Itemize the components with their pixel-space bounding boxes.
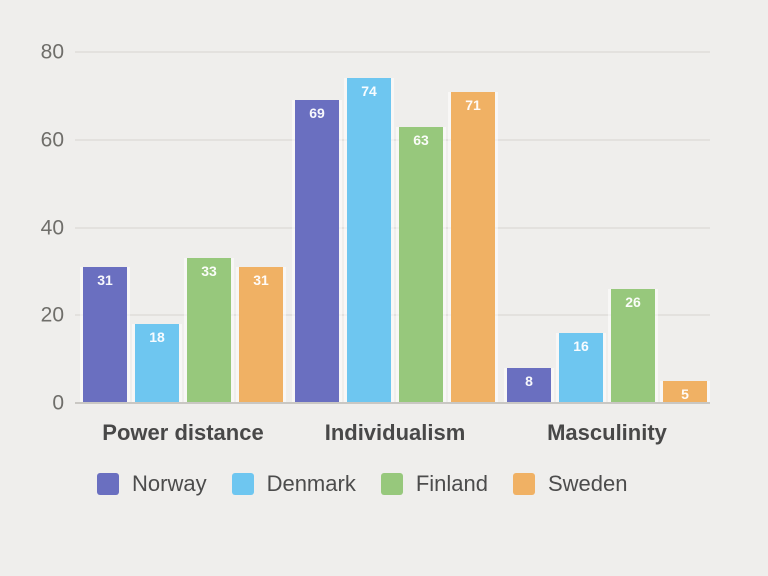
bar-finland-masculinity: 26 (611, 288, 655, 403)
category-label-masculinity: Masculinity (547, 420, 667, 445)
x-axis-line (75, 402, 710, 404)
bar-finland-individualism: 63 (399, 126, 443, 403)
bar-norway-masculinity: 8 (507, 367, 551, 403)
bar-value-label: 31 (253, 272, 269, 288)
category-label-individualism: Individualism (324, 420, 466, 445)
bar-value-label: 8 (525, 372, 533, 389)
bar-value-label: 33 (201, 263, 217, 280)
bar-value-label: 69 (309, 105, 325, 122)
bar-denmark-power-distance: 18 (135, 324, 179, 403)
legend-label-norway: Norway (132, 471, 207, 496)
x-axis-category-labels: Power distance Individualism Masculinity (75, 420, 710, 450)
bar-group-power-distance: 31 18 33 31 (83, 52, 283, 403)
gridline-80 (75, 51, 710, 53)
legend-label-sweden: Sweden (547, 471, 628, 496)
legend-swatch-sweden (512, 473, 535, 495)
legend-item-norway: Norway (97, 471, 207, 497)
bar-sweden-masculinity: 5 (663, 381, 707, 403)
bar-value-label: 26 (625, 293, 641, 310)
y-tick-label-40: 40 (40, 216, 64, 239)
bar-value-label: 71 (465, 96, 481, 113)
bar-value-label: 18 (149, 329, 165, 346)
legend-swatch-norway (97, 473, 119, 495)
bar-value-label: 63 (413, 131, 429, 148)
legend-item-finland: Finland (380, 471, 488, 497)
plot-area: 0 20 40 60 80 31 18 33 31 69 74 63 71 8 16 26 5 (41, 42, 710, 414)
bar-group-masculinity: 8 16 26 5 (507, 52, 707, 403)
legend-swatch-denmark (231, 473, 254, 495)
bar-value-label: 74 (361, 83, 377, 100)
bar-sweden-individualism: 71 (451, 91, 495, 403)
legend-label-denmark: Denmark (266, 471, 356, 496)
bar-group-individualism: 69 74 63 71 (295, 52, 495, 403)
chart-legend: Norway Denmark Finland Sweden (97, 471, 628, 497)
gridline-20 (75, 314, 710, 317)
bar-denmark-masculinity: 16 (559, 332, 603, 403)
category-label-power-distance: Power distance (102, 420, 264, 445)
gridline-40 (75, 226, 710, 229)
y-tick-label-0: 0 (52, 391, 64, 415)
bar-value-label: 5 (681, 386, 689, 403)
gridline-60 (75, 138, 710, 141)
bar-norway-individualism: 69 (295, 100, 339, 403)
bar-sweden-power-distance: 31 (239, 267, 283, 403)
y-tick-label-60: 60 (40, 128, 64, 152)
bar-denmark-individualism: 74 (347, 78, 391, 403)
legend-label-finland: Finland (415, 471, 488, 496)
legend-item-sweden: Sweden (512, 471, 628, 497)
bar-value-label: 16 (573, 337, 589, 354)
bar-finland-power-distance: 33 (187, 258, 231, 403)
bar-value-label: 31 (97, 272, 113, 288)
y-tick-label-20: 20 (40, 303, 64, 327)
legend-item-denmark: Denmark (231, 471, 356, 497)
bar-norway-power-distance: 31 (83, 267, 127, 403)
legend-swatch-finland (380, 473, 403, 495)
y-tick-label-80: 80 (40, 40, 64, 64)
